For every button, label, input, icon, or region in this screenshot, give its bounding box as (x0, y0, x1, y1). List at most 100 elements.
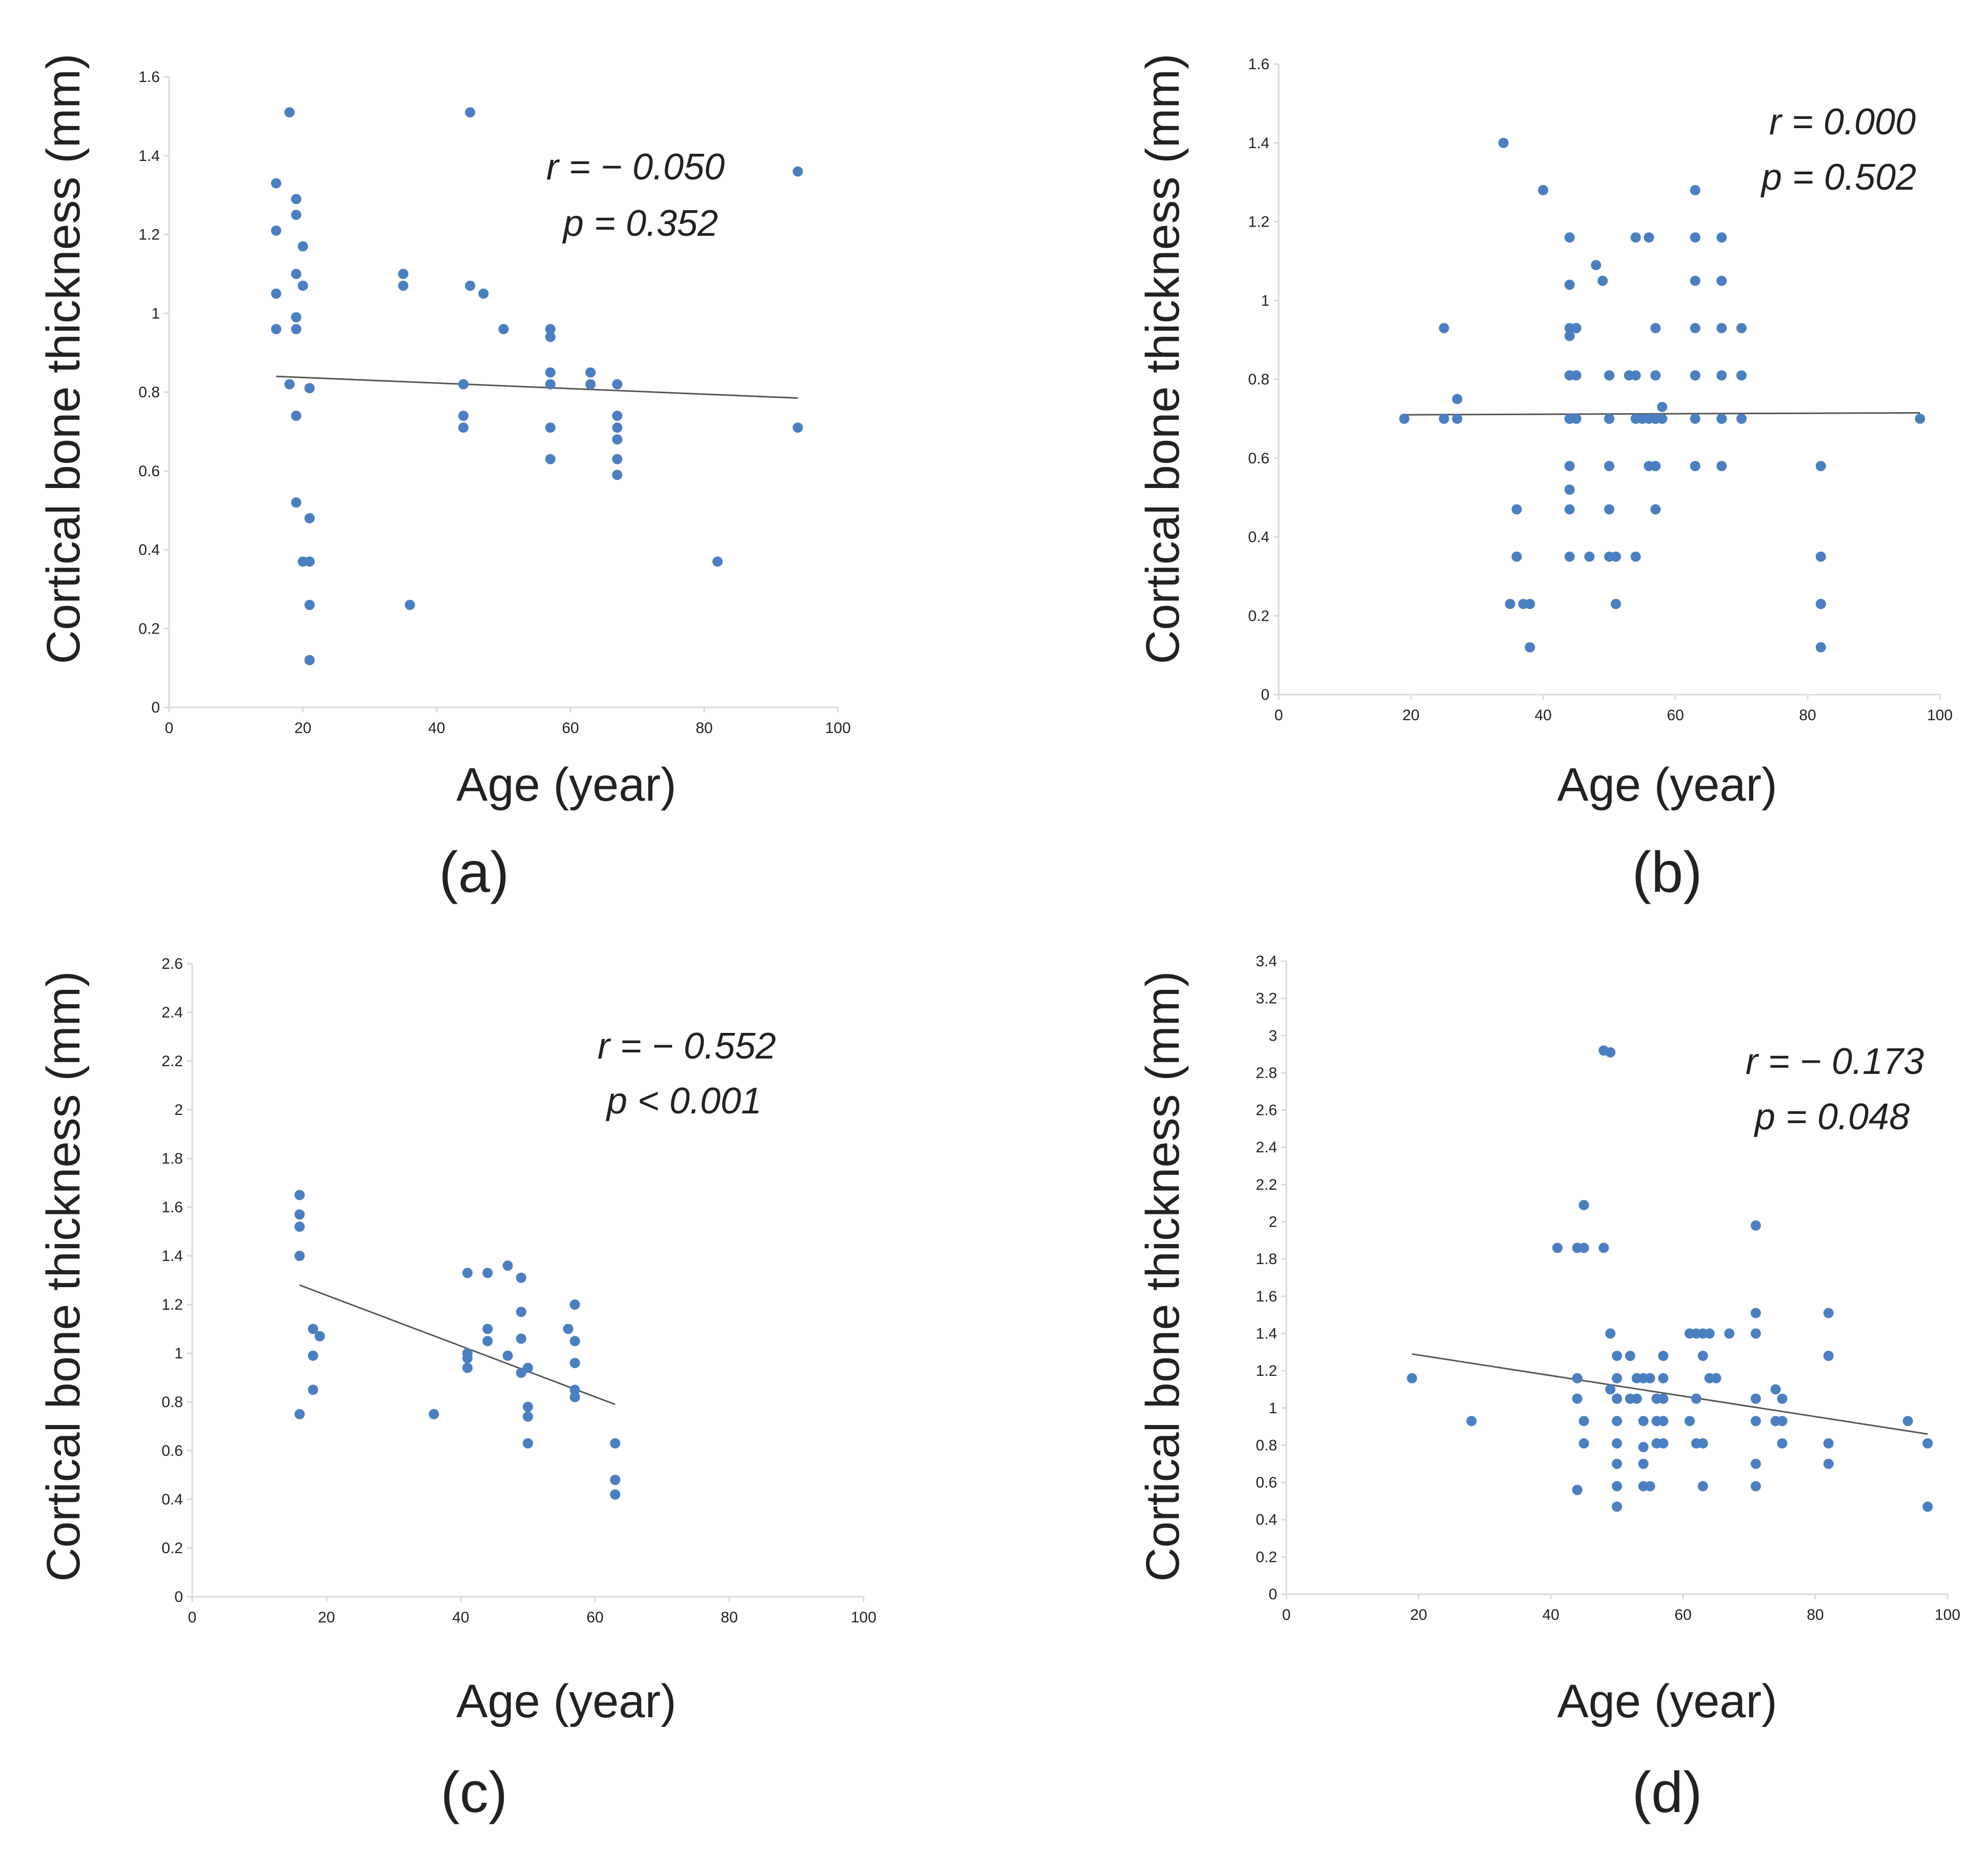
panel-c-data-point (294, 1409, 305, 1419)
panel-d-x-tick-label: 80 (1807, 1606, 1823, 1623)
panel-d-p-value: p = 0.048 (1754, 1096, 1910, 1137)
panel-c-data-point (482, 1336, 493, 1347)
panel-d-data-point (1572, 1484, 1583, 1495)
panel-b-data-point (1650, 370, 1661, 381)
panel-a-x-tick-label: 80 (695, 720, 712, 737)
panel-c-y-axis-label: Cortical bone thickness (mm) (37, 971, 90, 1581)
panel-b-data-point (1650, 323, 1661, 334)
panel-d-y-tick-label: 1.8 (1256, 1251, 1277, 1268)
panel-d-scatter-chart: 0 0.2 0.4 0.6 0.8 1 1.2 1.4 1.6 1.8 2 2.2 2.4 2.6 2.8 3… (1256, 953, 1960, 1623)
panel-a-data-point (291, 411, 301, 421)
panel-b-data-point (1511, 551, 1522, 562)
panel-c-data-point (482, 1324, 493, 1334)
panel-d-data-point (1572, 1373, 1583, 1384)
panel-d-data-point (1691, 1393, 1702, 1404)
panel-b-data-point (1690, 323, 1700, 334)
panel-d-data-point (1777, 1438, 1788, 1449)
panel-b-data-point (1597, 275, 1608, 286)
panel-b-data-point (1644, 232, 1654, 243)
panel-c-data-point (308, 1324, 318, 1334)
panel-d-data-point (1750, 1481, 1761, 1492)
panel-a-data-point (478, 288, 489, 299)
panel-a-data-point (612, 411, 623, 421)
panel-d-y-tick-label: 0.6 (1256, 1474, 1277, 1491)
panel-d-y-tick-label: 3.4 (1256, 953, 1277, 970)
panel-a-data-point (545, 379, 556, 390)
panel-a-data-point (284, 379, 295, 390)
panel-c-y-tick-label: 0.8 (161, 1394, 183, 1411)
panel-c-y-tick-label: 0.6 (161, 1442, 183, 1459)
panel-c-data-point (308, 1350, 318, 1361)
panel-a-data-point (612, 434, 623, 445)
panel-b-y-tick-label: 0.6 (1248, 450, 1269, 467)
panel-d-data-point (1605, 1328, 1616, 1339)
panel-a-data-point (304, 513, 315, 523)
panel-a-data-point (545, 332, 556, 342)
panel-a-x-tick-label: 60 (562, 720, 579, 737)
panel-b-data-point (1716, 323, 1727, 334)
panel-c-data-point (569, 1358, 580, 1368)
panel-d-y-tick-label: 0 (1268, 1586, 1277, 1603)
panel-a-x-tick-label: 0 (165, 720, 174, 737)
panel-d-data-point (1823, 1458, 1834, 1469)
panel-b-data-point (1525, 642, 1535, 653)
panel-c-x-tick-label: 0 (188, 1609, 197, 1626)
panel-c-data-point (523, 1362, 533, 1373)
panel-d-data-point (1823, 1438, 1834, 1449)
panel-d-y-tick-label: 0.2 (1256, 1549, 1277, 1565)
panel-b-data-point (1399, 413, 1410, 424)
panel-c-x-tick-label: 40 (452, 1609, 469, 1626)
panel-d-data-point (1579, 1438, 1589, 1449)
panel-a-data-point (498, 324, 509, 334)
panel-c-data-point (516, 1272, 526, 1283)
panel-d-x-axis-label: Age (year) (1557, 1675, 1777, 1727)
panel-c-y-tick-label: 1.2 (161, 1296, 183, 1313)
panel-b-data-point (1604, 461, 1614, 472)
panel-d-y-tick-label: 2.8 (1256, 1065, 1277, 1082)
panel-d-data-point (1466, 1416, 1477, 1427)
panel-a-data-point (304, 655, 315, 665)
panel-a-data-point (291, 497, 301, 508)
panel-d-data-point (1902, 1416, 1913, 1427)
panel-d-data-point (1823, 1308, 1834, 1318)
panel-c-y-tick-label: 0.2 (161, 1540, 183, 1557)
panel-a-data-point (612, 422, 623, 433)
panel-c-y-tick-label: 1.6 (161, 1199, 183, 1216)
panel-d-data-point (1598, 1243, 1609, 1253)
panel-d-y-tick-label: 2.4 (1256, 1139, 1277, 1156)
panel-a-data-point (612, 379, 623, 390)
panel-b-data-point (1716, 370, 1727, 381)
panel-a-y-tick-label: 0.8 (138, 384, 160, 401)
panel-d-y-tick-label: 2.6 (1256, 1102, 1277, 1119)
panel-a-r-value: r = − 0.050 (546, 147, 725, 188)
panel-d-data-point (1770, 1384, 1781, 1395)
panel-c-data-point (516, 1307, 526, 1317)
panel-c-data-point (502, 1350, 513, 1361)
panel-c-data-point (563, 1324, 573, 1334)
panel-b-data-point (1716, 413, 1727, 424)
panel-d-y-tick-label: 3.2 (1256, 990, 1277, 1007)
panel-d-data-point (1922, 1501, 1933, 1512)
panel-b-data-point (1571, 323, 1582, 334)
panel-a-data-point (298, 241, 308, 252)
panel-c-data-point (308, 1385, 318, 1395)
panel-d-data-point (1612, 1373, 1622, 1384)
panel-c-x-tick-label: 80 (721, 1609, 737, 1626)
panel-d-data-point (1612, 1393, 1622, 1404)
panel-b-data-point (1650, 461, 1661, 472)
panel-a-data-point (585, 367, 596, 378)
panel-b-data-point (1564, 232, 1575, 243)
panel-c-x-tick-label: 60 (586, 1609, 603, 1626)
panel-c-y-tick-label: 0 (174, 1589, 183, 1605)
panel-b-data-point (1498, 137, 1509, 148)
panel-b-data-point (1690, 232, 1700, 243)
panel-d-data-point (1625, 1351, 1635, 1361)
panel-b-data-point (1716, 275, 1727, 286)
panel-b-y-tick-label: 1.4 (1248, 135, 1269, 152)
panel-b-data-point (1630, 232, 1641, 243)
panel-b-scatter-chart: 0 0.2 0.4 0.6 0.8 1 1.2 1.4 1.6 0 20 40 60 80 100 (1248, 56, 1953, 724)
panel-b-x-axis-label: Age (year) (1557, 759, 1777, 811)
panel-b-data-point (1716, 461, 1727, 472)
panel-d-data-point (1777, 1393, 1788, 1404)
